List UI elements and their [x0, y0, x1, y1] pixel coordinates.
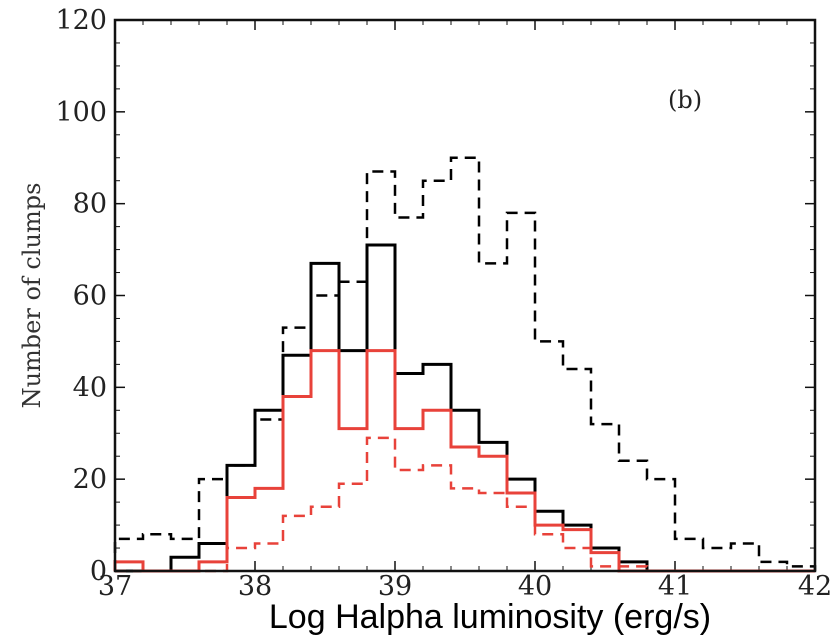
y-tick-label: 120 — [55, 5, 107, 36]
panel-label: (b) — [668, 86, 702, 114]
y-tick-label: 40 — [73, 372, 107, 403]
tick-labels: 37 38 39 40 41 42 0 20 40 60 80 100 120 — [55, 5, 831, 602]
y-tick-label: 20 — [73, 464, 107, 495]
x-tick-label: 38 — [238, 571, 272, 602]
x-tick-label: 40 — [518, 571, 552, 602]
y-tick-label: 80 — [73, 189, 107, 220]
y-tick-label: 60 — [73, 281, 107, 312]
x-tick-label: 42 — [798, 571, 831, 602]
series-layer — [113, 156, 817, 573]
x-tick-label: 39 — [378, 571, 412, 602]
series-line-3 — [113, 349, 815, 573]
y-tick-label: 0 — [90, 556, 107, 587]
plot-frame — [113, 18, 817, 573]
series-line-1 — [113, 156, 817, 571]
y-tick-label: 100 — [55, 97, 107, 128]
x-tick-label: 41 — [658, 571, 692, 602]
x-tick-label: 37 — [98, 571, 132, 602]
series-line-4 — [115, 436, 815, 573]
x-axis-label: Log Halpha luminosity (erg/s) — [269, 598, 711, 636]
series-line-2 — [115, 243, 815, 573]
y-axis-label: Number of clumps — [18, 183, 46, 409]
